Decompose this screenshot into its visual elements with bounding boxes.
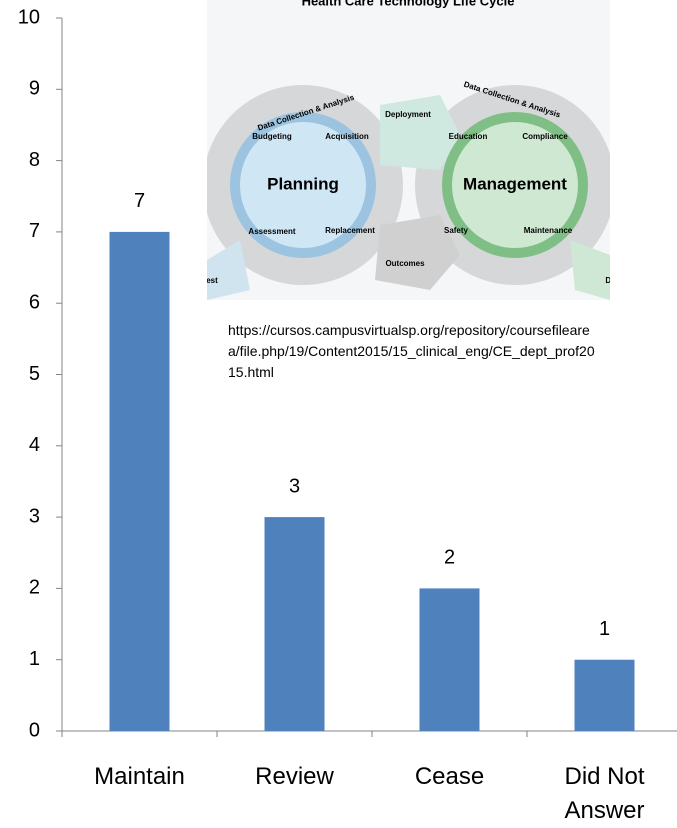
inset-label: Disposal <box>605 276 638 285</box>
inset-label: Compliance <box>522 132 568 141</box>
x-tick-label: Cease <box>414 763 485 790</box>
y-tick-label: 10 <box>18 6 40 28</box>
inset-label: Education <box>449 132 488 141</box>
inset-label: Acquisition <box>325 132 369 141</box>
y-tick-label: 6 <box>29 291 40 313</box>
inset-label: Maintenance <box>524 226 573 235</box>
inset-label: Outcomes <box>385 259 425 268</box>
y-tick-label: 2 <box>29 577 40 599</box>
bar <box>419 588 480 731</box>
inset-label: Planning <box>267 174 339 193</box>
inset-label: Safety <box>444 226 469 235</box>
bar <box>574 659 635 731</box>
inset-label: Assessment <box>248 227 295 236</box>
inset-title: Health Care Technology Life Cycle <box>302 0 515 8</box>
y-tick-label: 8 <box>29 149 40 171</box>
x-tick-label: Did Not Answer <box>564 763 645 824</box>
data-label: 2 <box>444 547 455 569</box>
x-tick-label: Review <box>255 763 334 790</box>
inset-label: Management <box>463 174 567 193</box>
y-tick-label: 1 <box>29 648 40 670</box>
data-label: 1 <box>599 618 610 640</box>
data-label: 7 <box>134 190 145 212</box>
inset-label: Replacement <box>325 226 375 235</box>
inset-image: Health Care Technology Life Cycle Plannin… <box>186 0 638 300</box>
y-tick-label: 0 <box>29 719 40 741</box>
inset-label: Budgeting <box>252 132 292 141</box>
y-tick-label: 4 <box>29 434 40 456</box>
bar <box>109 231 170 731</box>
inset-label: Request <box>186 276 218 285</box>
source-url: https://cursos.campusvirtualsp.org/repos… <box>228 322 595 380</box>
data-label: 3 <box>289 475 300 497</box>
y-tick-label: 9 <box>29 78 40 100</box>
bar <box>264 517 325 731</box>
y-tick-label: 7 <box>29 220 40 242</box>
x-tick-label: Maintain <box>94 763 185 790</box>
y-tick-label: 5 <box>29 363 40 385</box>
y-tick-label: 3 <box>29 505 40 527</box>
inset-label: Deployment <box>385 110 431 119</box>
